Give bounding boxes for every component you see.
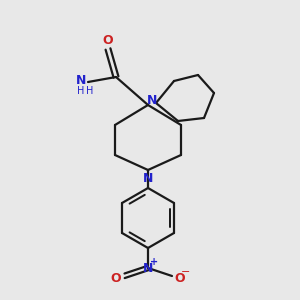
Text: +: + (150, 257, 158, 267)
Text: N: N (147, 94, 157, 106)
Text: O: O (175, 272, 185, 284)
Text: O: O (111, 272, 121, 284)
Text: −: − (181, 267, 191, 277)
Text: N: N (143, 172, 153, 184)
Text: O: O (103, 34, 113, 46)
Text: H: H (77, 86, 85, 96)
Text: N: N (143, 262, 153, 275)
Text: H: H (86, 86, 94, 96)
Text: N: N (76, 74, 86, 88)
